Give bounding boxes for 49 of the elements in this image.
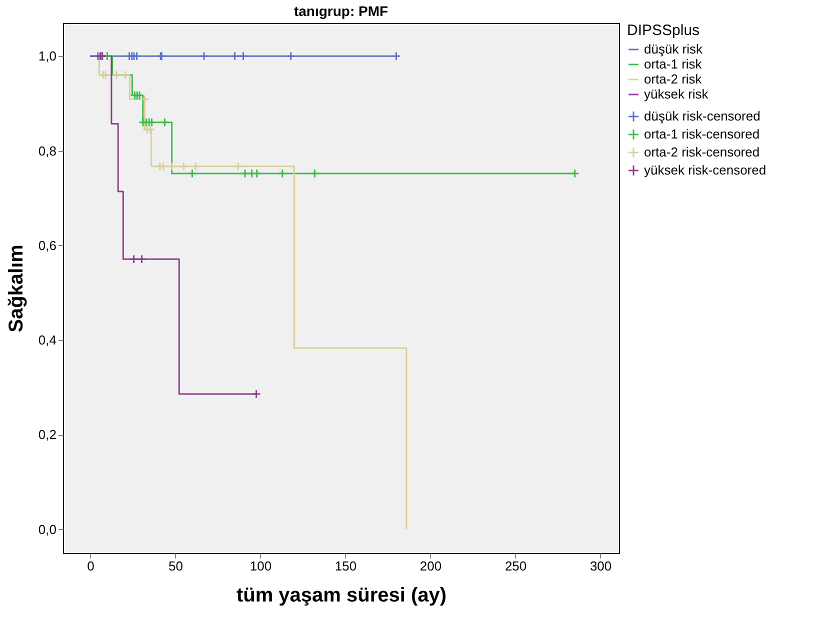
point (238, 52, 248, 61)
x-tick-label: 300 (590, 558, 612, 574)
legend-label: düşük risk (644, 42, 704, 56)
y-tick-label: 0,4 (38, 332, 56, 348)
legend-label: orta-2 risk-censored (644, 144, 760, 160)
legend-label: orta-1 risk (644, 56, 702, 72)
x-axis-title: tüm yaşam süresi (ay) (236, 584, 447, 606)
point (252, 389, 261, 399)
point (252, 168, 262, 178)
x-tick-label: 0 (87, 558, 94, 574)
y-tick-label: 1,0 (38, 48, 56, 64)
legend-label: düşük risk-censored (644, 108, 760, 124)
point (188, 168, 197, 178)
point (234, 162, 243, 172)
legend-label: yüksek risk (644, 86, 709, 102)
x-tick-label: 250 (504, 558, 527, 574)
y-tick-label: 0,8 (38, 143, 56, 158)
y-tick-label: 0,6 (38, 238, 56, 253)
point (200, 52, 209, 61)
point (129, 254, 138, 264)
x-tick-label: 100 (250, 558, 272, 574)
point (160, 118, 170, 127)
x-tick-label: 200 (420, 558, 442, 574)
point (278, 168, 287, 178)
point (240, 168, 250, 178)
chart-title: tanıgrup: PMF (294, 3, 388, 19)
point (570, 168, 580, 178)
legend-label: orta-1 risk-censored (644, 126, 760, 142)
point (120, 70, 130, 80)
legend-title: DIPSSplus (627, 22, 700, 39)
point (100, 70, 110, 80)
y-tick-label: 0,2 (38, 427, 56, 442)
point (286, 52, 296, 61)
point (137, 254, 146, 264)
point (310, 168, 320, 178)
point (230, 52, 240, 61)
legend-label: yüksek risk-censored (644, 162, 766, 178)
point (167, 162, 176, 172)
point (147, 118, 156, 127)
point (132, 52, 142, 61)
y-tick-label: 0,0 (38, 522, 56, 537)
point (392, 52, 401, 61)
y-axis-title: Sağkalım (5, 244, 28, 332)
x-tick-label: 150 (334, 558, 357, 574)
legend-label: orta-2 risk (644, 72, 702, 86)
point (179, 162, 188, 172)
point (112, 70, 122, 80)
x-tick-label: 50 (168, 558, 183, 574)
point (191, 162, 200, 172)
